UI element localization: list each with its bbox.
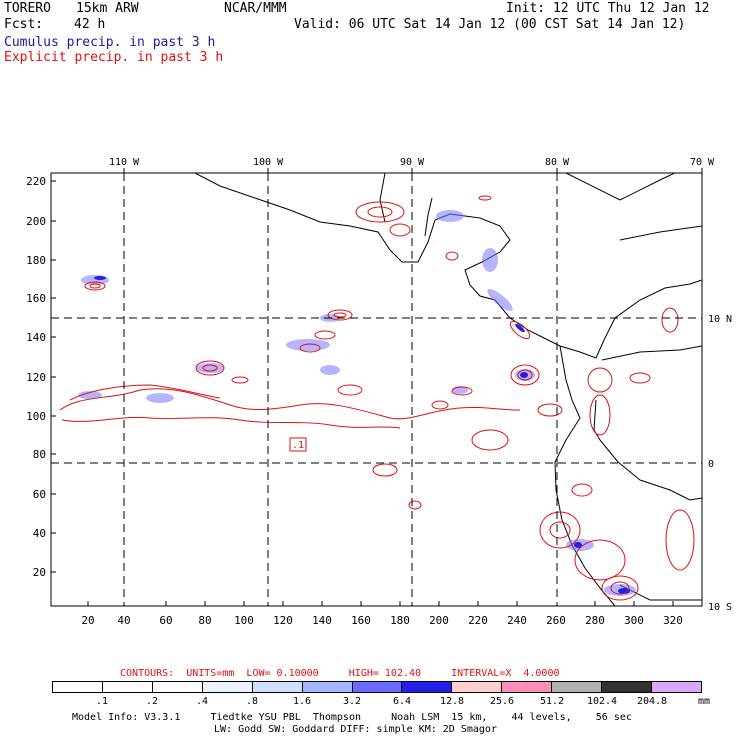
x-tick-label: 220 [468,614,488,627]
legend-unit: mm [698,696,711,707]
legend-label: 3.2 [342,696,362,707]
init-time: Init: 12 UTC Thu 12 Jan 12 [506,1,710,16]
model-info-line1: Model Info: V3.3.1 Tiedtke YSU PBL Thomp… [72,712,632,723]
legend-swatch [53,682,103,692]
y-tick-label: 40 [33,527,46,540]
legend-swatch [152,682,203,692]
legend-label: 25.6 [489,696,515,707]
lon-ticks [123,168,703,173]
y-tick-label: 200 [26,215,46,228]
lon-label: 90 W [400,157,425,168]
y-tick-label: 120 [26,371,46,384]
legend-swatch [602,682,653,692]
lon-label: 70 W [690,157,715,168]
explicit-precip [59,195,695,601]
cumulus-precip [78,210,636,596]
x-tick-label: 80 [198,614,211,627]
fcst-value: 42 h [74,17,106,32]
y-tick-label: 80 [33,448,46,461]
y-tick-label: 180 [26,254,46,267]
legend-swatch [452,682,503,692]
x-tick-label: 300 [624,614,644,627]
y-tick-label: 140 [26,331,46,344]
x-tick-label: 40 [117,614,130,627]
legend-label: 102.4 [586,696,618,707]
y-tick-label: 60 [33,488,46,501]
x-tick-label: 260 [546,614,566,627]
legend-label: .4 [195,696,209,707]
fcst-label: Fcst: [4,17,44,32]
x-tick-label: 120 [273,614,293,627]
y-tick-label: 160 [26,292,46,305]
lon-label: 100 W [253,157,284,168]
resolution: 15km ARW [76,1,139,16]
legend-label: 12.8 [439,696,465,707]
y-tick-label: 220 [26,175,46,188]
map-frame [50,172,703,607]
x-tick-label: 160 [351,614,371,627]
model-name: TORERO [4,1,51,16]
lat-lon-grid [51,173,702,606]
x-tick-label: 20 [81,614,94,627]
coastlines [194,173,702,606]
lon-label: 110 W [109,157,140,168]
organization: NCAR/MMM [224,1,287,16]
x-tick-label: 240 [507,614,527,627]
y-tick-label: 100 [26,410,46,423]
cumulus-precip-strong [94,276,630,594]
x-tick-label: 140 [312,614,332,627]
legend-label: .2 [145,696,159,707]
valid-time: Valid: 06 UTC Sat 14 Jan 12 (00 CST Sat … [294,17,686,32]
low-label-box [289,437,307,452]
contours-info: CONTOURS: UNITS=mm LOW= 0.10000 HIGH= 10… [120,668,560,679]
y-tick-marks [51,180,56,573]
legend-label: .1 [95,696,109,707]
lon-label: 80 W [545,157,570,168]
x-tick-label: 60 [159,614,172,627]
legend-swatch [102,682,153,692]
legend-label: .8 [245,696,259,707]
x-tick-marks [87,601,674,606]
legend-label: 6.4 [392,696,412,707]
legend-label: 51.2 [539,696,565,707]
field-cumulus: Cumulus precip. in past 3 h [4,35,216,50]
legend-swatch [252,682,303,692]
lat-label: 0 [708,459,714,470]
legend-swatch [552,682,603,692]
legend-swatch [402,682,453,692]
legend-label: 1.6 [292,696,312,707]
legend-label: 204.8 [636,696,668,707]
precip-legend [52,681,702,693]
y-tick-label: 20 [33,566,46,579]
low-label: .1 [292,440,304,451]
model-info-line2: LW: Godd SW: Goddard DIFF: simple KM: 2D… [214,724,497,735]
x-tick-label: 200 [429,614,449,627]
legend-swatch [502,682,553,692]
lat-label: 10 N [708,314,732,325]
x-tick-label: 320 [663,614,683,627]
legend-swatch [202,682,253,692]
x-tick-label: 180 [390,614,410,627]
legend-swatch [352,682,403,692]
field-explicit: Explicit precip. in past 3 h [4,50,224,65]
legend-swatch [302,682,353,692]
x-tick-label: 100 [234,614,254,627]
x-tick-label: 280 [585,614,605,627]
lat-label: 10 S [708,602,732,613]
legend-swatch [652,682,701,692]
